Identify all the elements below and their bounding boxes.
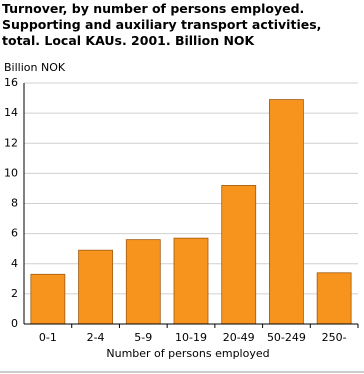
y-tick-label: 8 <box>11 197 18 210</box>
y-tick-label: 6 <box>11 227 18 240</box>
x-tick-label: 2-4 <box>87 331 105 344</box>
x-tick-label: 0-1 <box>39 331 57 344</box>
x-tick-label: 50-249 <box>267 331 306 344</box>
bar <box>125 239 161 325</box>
bar <box>173 237 209 325</box>
x-tick-label: 250- <box>322 331 347 344</box>
y-tick-label: 14 <box>4 106 18 119</box>
y-tick-label: 4 <box>11 257 18 270</box>
bar <box>221 185 257 325</box>
x-axis-label: Number of persons employed <box>106 347 269 360</box>
bar <box>30 273 66 325</box>
y-tick-label: 16 <box>4 76 18 89</box>
x-tick-label: 10-19 <box>175 331 207 344</box>
chart-title: Turnover, by number of persons employed.… <box>2 1 322 48</box>
bar <box>78 249 113 325</box>
y-tick-label: 0 <box>11 317 18 330</box>
bar <box>316 272 352 325</box>
x-tick-label: 5-9 <box>134 331 152 344</box>
y-tick-label: 12 <box>4 136 18 149</box>
y-tick-label: 10 <box>4 166 18 179</box>
bar <box>269 99 304 325</box>
x-tick-label: 20-49 <box>223 331 255 344</box>
y-tick-label: 2 <box>11 287 18 300</box>
y-axis-label: Billion NOK <box>4 61 66 74</box>
